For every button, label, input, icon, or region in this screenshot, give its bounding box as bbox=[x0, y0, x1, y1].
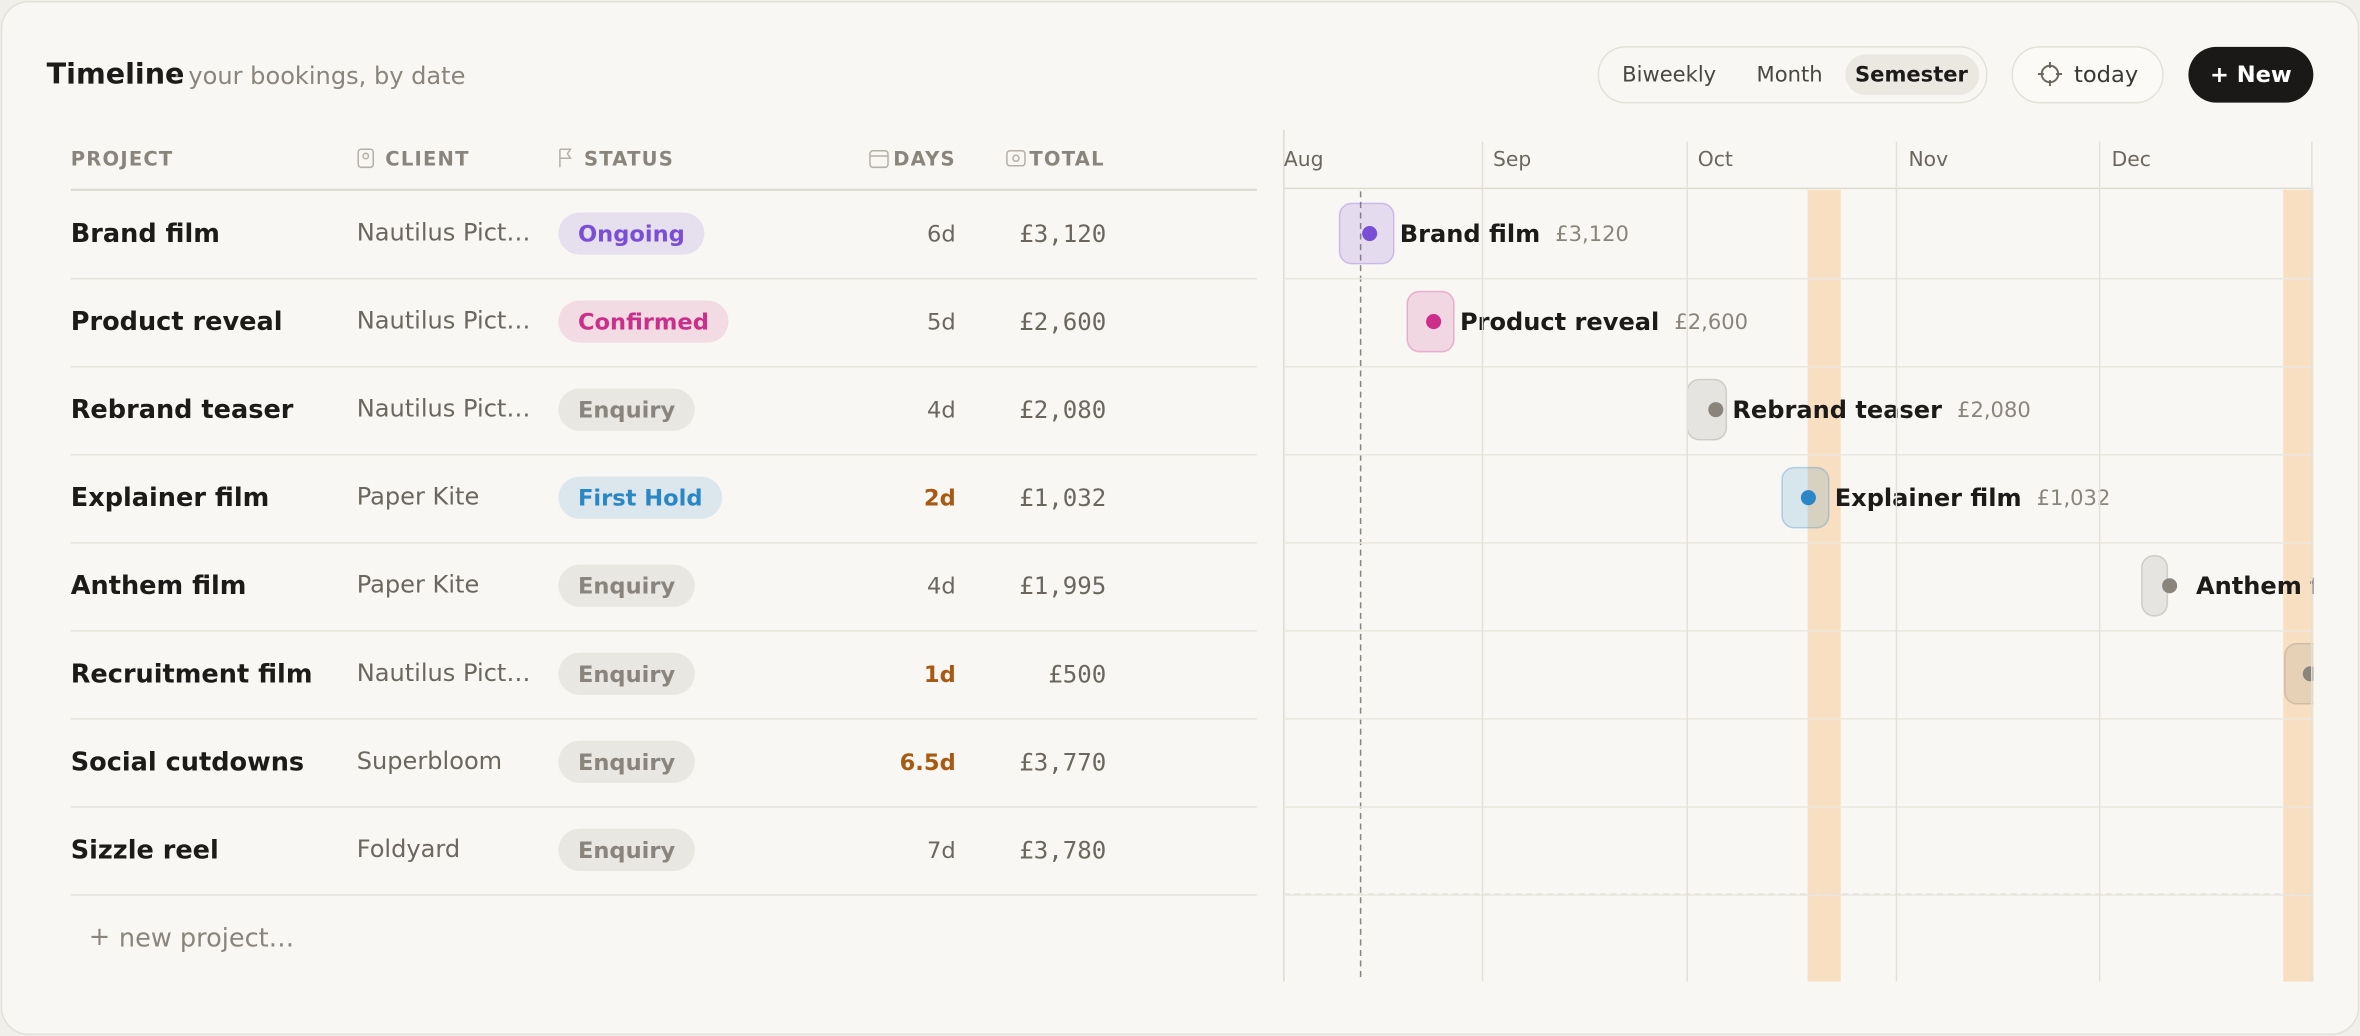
days: 6.5d bbox=[900, 750, 956, 776]
days: 7d bbox=[927, 838, 956, 864]
month-label: Dec bbox=[2112, 147, 2151, 171]
status-label: Ongoing bbox=[578, 222, 685, 248]
crosshair-icon bbox=[2037, 61, 2062, 87]
client-name: Nautilus Pict… bbox=[357, 659, 531, 687]
booking-dot bbox=[2162, 578, 2178, 594]
total: £1,032 bbox=[1019, 484, 1106, 512]
booking-dot bbox=[1362, 226, 1378, 242]
booking-amount: £2,600 bbox=[1674, 309, 1748, 334]
title: Timeline bbox=[47, 57, 185, 91]
client-name: Paper Kite bbox=[357, 483, 480, 511]
total: £3,780 bbox=[1019, 836, 1106, 864]
today-label[interactable]: today bbox=[2074, 62, 2138, 88]
month-label: Oct bbox=[1698, 147, 1733, 171]
status-pill bbox=[558, 388, 695, 431]
month-label: Sep bbox=[1493, 147, 1531, 171]
status-label: First Hold bbox=[578, 486, 703, 512]
view-option[interactable]: Biweekly bbox=[1622, 62, 1716, 87]
project-name[interactable]: Anthem film bbox=[71, 571, 247, 601]
new-project[interactable]: new project… bbox=[119, 923, 294, 953]
month-label: Aug bbox=[1284, 147, 1324, 171]
booking-label: Explainer film bbox=[1835, 484, 2022, 512]
column-header: PROJECT bbox=[71, 147, 174, 170]
total: £2,080 bbox=[1019, 396, 1106, 424]
status-pill bbox=[558, 212, 705, 255]
column-header: TOTAL bbox=[1029, 147, 1104, 170]
subtitle: · your bookings, by date bbox=[173, 62, 465, 90]
status-label: Enquiry bbox=[578, 398, 676, 424]
booking-dot bbox=[2302, 666, 2314, 682]
column-icons bbox=[357, 148, 1026, 169]
booking-amount: £2,080 bbox=[1957, 397, 2031, 422]
client-name: Foldyard bbox=[357, 835, 460, 863]
status-pill bbox=[558, 476, 723, 519]
days: 4d bbox=[927, 398, 956, 424]
project-name[interactable]: Brand film bbox=[71, 219, 220, 249]
new-button-label[interactable]: + New bbox=[2210, 62, 2292, 88]
status-pill bbox=[558, 564, 695, 607]
booking-label: Product reveal bbox=[1460, 308, 1659, 336]
total: £3,120 bbox=[1019, 220, 1106, 248]
new-button[interactable] bbox=[2188, 46, 2314, 103]
weekend-band bbox=[2283, 189, 2314, 982]
client-name: Nautilus Pict… bbox=[357, 219, 531, 247]
booking-label: Anthem film bbox=[2196, 572, 2360, 600]
total: £500 bbox=[1048, 660, 1106, 688]
days: 6d bbox=[927, 222, 956, 248]
status-label: Confirmed bbox=[578, 310, 709, 336]
booking-dot bbox=[1426, 314, 1442, 330]
project-name[interactable]: Recruitment film bbox=[71, 659, 313, 689]
today-button[interactable] bbox=[2011, 46, 2164, 104]
booking-amount: £3,120 bbox=[1555, 221, 1629, 246]
plus-icon[interactable]: + bbox=[89, 922, 110, 952]
status-label: Enquiry bbox=[578, 838, 676, 864]
view-option[interactable]: Month bbox=[1757, 62, 1823, 87]
weekend-band bbox=[1807, 189, 1841, 982]
booking-dot bbox=[1800, 490, 1816, 506]
view-option[interactable]: Semester bbox=[1855, 62, 1969, 87]
status-label: Enquiry bbox=[578, 750, 676, 776]
booking-amount: £1,032 bbox=[2037, 485, 2111, 510]
client-name: Paper Kite bbox=[357, 571, 480, 599]
days: 4d bbox=[927, 574, 956, 600]
booking-block[interactable] bbox=[2283, 642, 2330, 705]
status-pill bbox=[558, 740, 695, 783]
column-header: DAYS bbox=[893, 147, 956, 170]
days: 1d bbox=[924, 662, 956, 688]
total: £3,770 bbox=[1019, 748, 1106, 776]
status-label: Enquiry bbox=[578, 574, 676, 600]
booking-label: Rebrand teaser bbox=[1732, 396, 1942, 424]
status-pill bbox=[558, 828, 695, 871]
booking-label: Brand film bbox=[1400, 220, 1540, 248]
view-active bbox=[1845, 54, 1980, 96]
project-name[interactable]: Explainer film bbox=[71, 483, 270, 513]
status-pill bbox=[558, 300, 729, 343]
column-header: STATUS bbox=[584, 147, 674, 170]
total: £1,995 bbox=[1019, 572, 1106, 600]
status-label: Enquiry bbox=[578, 662, 676, 688]
project-name[interactable]: Social cutdowns bbox=[71, 747, 304, 777]
column-header: CLIENT bbox=[385, 147, 469, 170]
total: £2,600 bbox=[1019, 308, 1106, 336]
booking-dot bbox=[1708, 402, 1724, 418]
status-pill bbox=[558, 652, 695, 695]
project-name[interactable]: Sizzle reel bbox=[71, 835, 219, 865]
month-label: Nov bbox=[1908, 147, 1948, 171]
client-name: Superbloom bbox=[357, 747, 502, 775]
days: 5d bbox=[927, 310, 956, 336]
timeline-bars: Brand film £3,120 Product reveal £2,600 Rebr… bbox=[1283, 202, 2360, 896]
client-name: Nautilus Pict… bbox=[357, 307, 531, 335]
project-name[interactable]: Rebrand teaser bbox=[71, 395, 294, 425]
days: 2d bbox=[924, 486, 956, 512]
project-name[interactable]: Product reveal bbox=[71, 307, 283, 337]
client-name: Nautilus Pict… bbox=[357, 395, 531, 423]
